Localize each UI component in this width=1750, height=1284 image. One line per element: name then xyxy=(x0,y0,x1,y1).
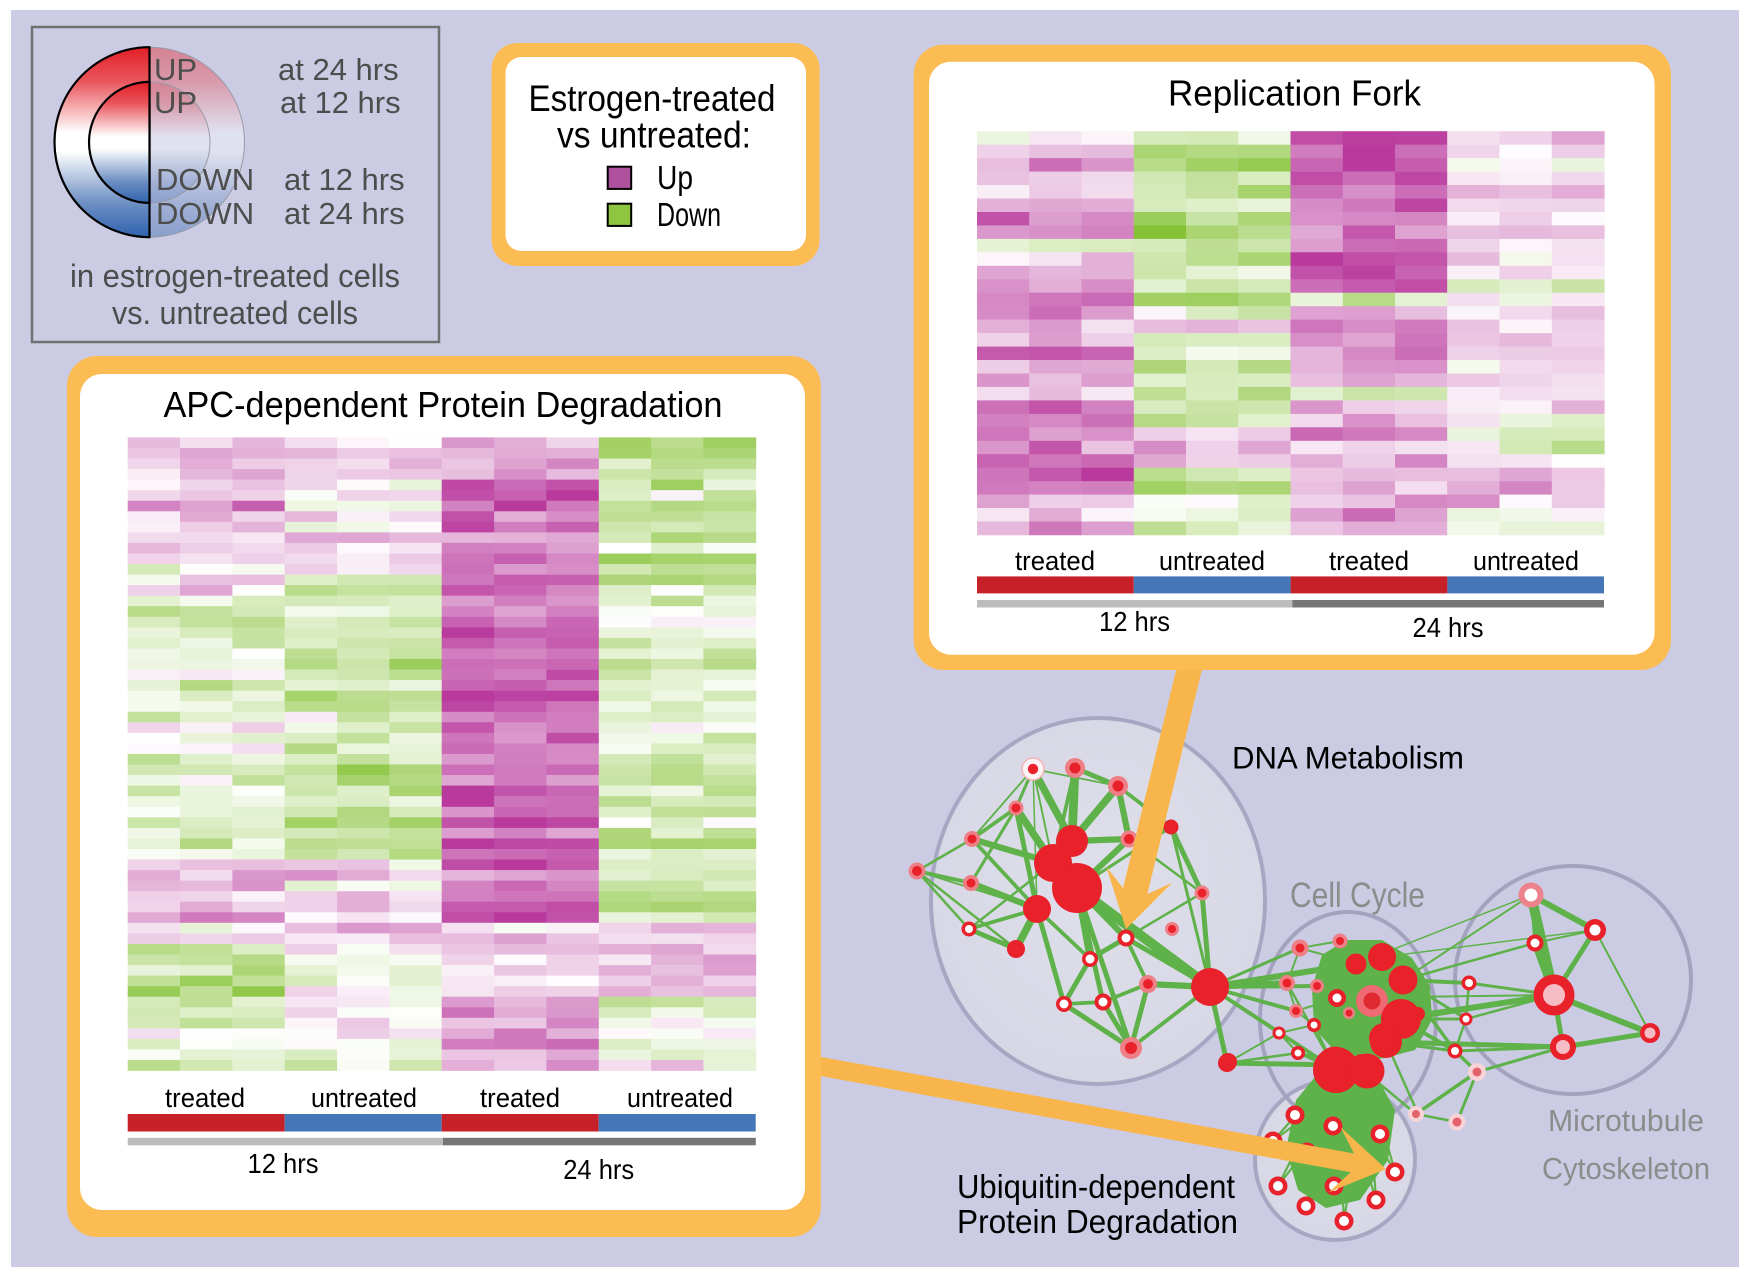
svg-text:treated: treated xyxy=(480,1083,560,1113)
svg-text:Cytoskeleton: Cytoskeleton xyxy=(1542,1151,1710,1186)
svg-text:at 12 hrs: at 12 hrs xyxy=(284,162,405,197)
svg-text:24 hrs: 24 hrs xyxy=(563,1154,634,1185)
svg-text:treated: treated xyxy=(165,1083,245,1113)
svg-text:Estrogen-treated: Estrogen-treated xyxy=(529,77,776,119)
svg-text:in estrogen-treated cells: in estrogen-treated cells xyxy=(70,258,400,294)
svg-text:DNA Metabolism: DNA Metabolism xyxy=(1232,740,1464,776)
svg-text:Microtubule: Microtubule xyxy=(1548,1103,1704,1138)
svg-text:at 12 hrs: at 12 hrs xyxy=(280,85,401,120)
svg-text:12 hrs: 12 hrs xyxy=(248,1148,319,1179)
svg-text:Down: Down xyxy=(657,196,721,233)
svg-text:12 hrs: 12 hrs xyxy=(1099,606,1170,637)
svg-text:Replication Fork: Replication Fork xyxy=(1168,72,1422,113)
svg-text:untreated: untreated xyxy=(1159,546,1265,576)
svg-text:Protein Degradation: Protein Degradation xyxy=(957,1203,1238,1240)
svg-text:UP: UP xyxy=(154,85,197,120)
svg-text:UP: UP xyxy=(154,52,197,87)
svg-text:24 hrs: 24 hrs xyxy=(1413,612,1484,643)
svg-text:Cell Cycle: Cell Cycle xyxy=(1290,876,1425,915)
svg-text:APC-dependent Protein Degradat: APC-dependent Protein Degradation xyxy=(164,384,723,425)
svg-text:untreated: untreated xyxy=(1473,546,1579,576)
svg-text:DOWN: DOWN xyxy=(156,196,254,231)
svg-text:DOWN: DOWN xyxy=(156,162,254,197)
svg-text:vs untreated:: vs untreated: xyxy=(557,114,751,156)
svg-text:at 24 hrs: at 24 hrs xyxy=(284,196,405,231)
svg-text:treated: treated xyxy=(1015,546,1095,576)
svg-text:untreated: untreated xyxy=(311,1083,417,1113)
svg-text:at 24 hrs: at 24 hrs xyxy=(278,52,399,87)
svg-text:Ubiquitin-dependent: Ubiquitin-dependent xyxy=(957,1168,1235,1205)
svg-text:Up: Up xyxy=(657,159,693,196)
svg-text:untreated: untreated xyxy=(627,1083,733,1113)
svg-text:vs. untreated cells: vs. untreated cells xyxy=(112,295,358,331)
svg-text:treated: treated xyxy=(1329,546,1409,576)
